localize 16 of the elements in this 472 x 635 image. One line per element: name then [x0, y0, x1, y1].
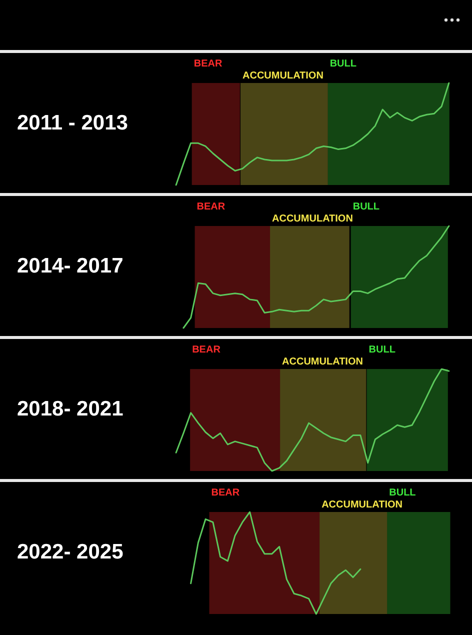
text: ACCUMULATION [322, 500, 402, 510]
text: BULL [389, 488, 416, 498]
text: BEAR [192, 344, 222, 356]
text: 2011 - 2013 [17, 112, 128, 134]
text: ACCUMULATION [242, 70, 324, 82]
text: ACCUMULATION [272, 214, 353, 224]
text: 2014- 2017 [17, 254, 124, 278]
text: BULL [352, 202, 380, 212]
text: 2018- 2021 [17, 398, 124, 420]
text: BEAR [194, 58, 223, 70]
text: 2022- 2025 [17, 540, 124, 564]
text: BULL [368, 344, 396, 356]
text: BULL [330, 58, 357, 70]
text: BEAR [211, 488, 240, 498]
text: ACCUMULATION [282, 356, 363, 368]
text: BEAR [196, 202, 226, 212]
